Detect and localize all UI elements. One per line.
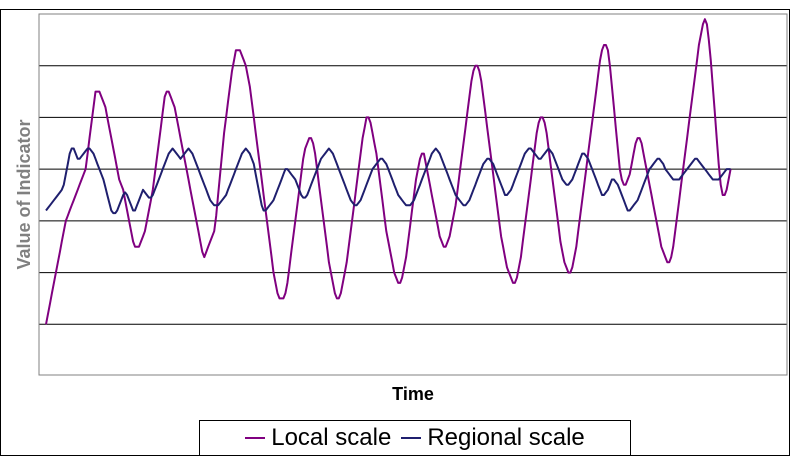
legend-swatch-regional-scale <box>401 437 422 439</box>
series-line-regional-scale <box>45 147 731 215</box>
y-axis-label: Value of Indicator <box>14 119 34 269</box>
legend-label-local-scale: Local scale <box>271 424 392 451</box>
legend: Local scale Regional scale <box>199 420 631 456</box>
legend-label-regional-scale: Regional scale <box>427 424 585 451</box>
series-line-local-scale <box>45 18 732 325</box>
legend-swatch-local-scale <box>245 437 266 439</box>
legend-item-local-scale: Local scale <box>245 424 391 452</box>
plot-area <box>38 13 788 376</box>
legend-item-regional-scale: Regional scale <box>401 424 585 452</box>
series-layer <box>45 18 732 325</box>
x-axis-label: Time <box>392 384 434 404</box>
